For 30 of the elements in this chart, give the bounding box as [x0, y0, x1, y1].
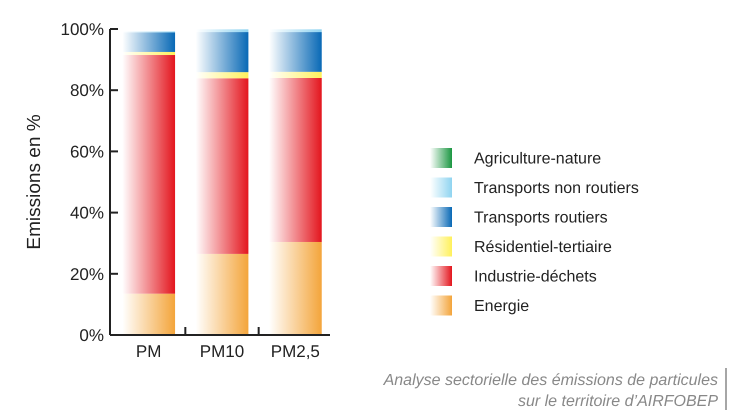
x-tick-label: PM10 — [200, 342, 244, 361]
bar — [268, 72, 322, 78]
legend-label: Energie — [474, 298, 530, 316]
text: Analyse sectorielle des émissions de particules — [382, 372, 718, 389]
y-tick-label: 100% — [60, 20, 104, 39]
bar — [196, 72, 248, 78]
bar — [196, 78, 248, 254]
bar — [122, 55, 176, 294]
bar — [122, 32, 176, 52]
y-tick-label: 0% — [79, 326, 104, 345]
bar — [196, 254, 248, 335]
legend-label: Transports non routiers — [474, 180, 639, 198]
bar — [268, 242, 322, 335]
bar — [268, 32, 322, 72]
y-tick-label: 60% — [70, 142, 104, 162]
y-tick-label: 80% — [70, 81, 104, 100]
y-axis-title: Emissions en % — [24, 114, 45, 250]
y-tick-label: 40% — [70, 204, 104, 223]
x-tick-label: PM2,5 — [270, 342, 320, 361]
text: sur le territoire d’AIRFOBEP — [518, 393, 718, 410]
x-tick-label: PM — [136, 342, 162, 361]
bar — [196, 32, 248, 72]
legend-label: Agriculture-nature — [474, 150, 602, 168]
y-tick-label: 20% — [70, 264, 104, 284]
legend-label: Industrie-déchets — [474, 268, 597, 286]
bar — [268, 78, 322, 242]
legend-label: Résidentiel-tertiaire — [474, 239, 612, 256]
bar — [122, 52, 176, 56]
bar — [122, 294, 176, 335]
legend-label: Transports routiers — [474, 210, 608, 227]
